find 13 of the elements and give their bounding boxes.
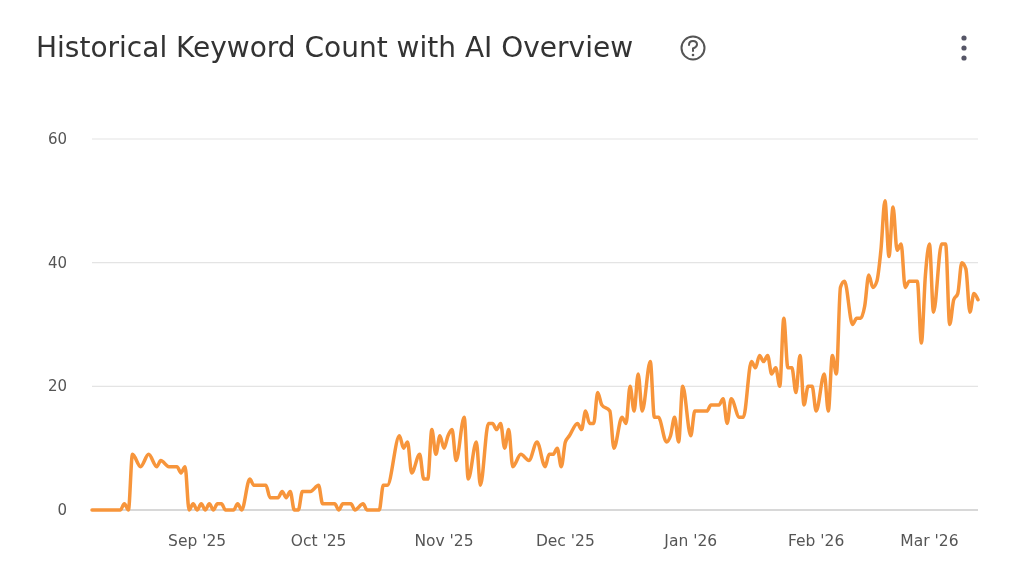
y-tick-label: 60 bbox=[47, 130, 67, 148]
x-tick-label: Mar '26 bbox=[900, 532, 959, 550]
x-tick-label: Jan '26 bbox=[663, 532, 718, 550]
line-series bbox=[90, 199, 980, 512]
y-tick-label: 40 bbox=[47, 253, 67, 272]
y-tick-label: 0 bbox=[57, 501, 67, 519]
x-tick-label: Dec '25 bbox=[535, 532, 595, 550]
x-tick-label: Oct '25 bbox=[290, 532, 347, 550]
chart-title: Historical Keyword Count with AI Overview bbox=[36, 31, 634, 64]
y-tick-label: 20 bbox=[47, 377, 67, 396]
x-tick-label: Nov '25 bbox=[414, 532, 474, 550]
x-tick-label: Sep '25 bbox=[168, 532, 227, 550]
x-tick-label: Feb '26 bbox=[787, 532, 845, 550]
